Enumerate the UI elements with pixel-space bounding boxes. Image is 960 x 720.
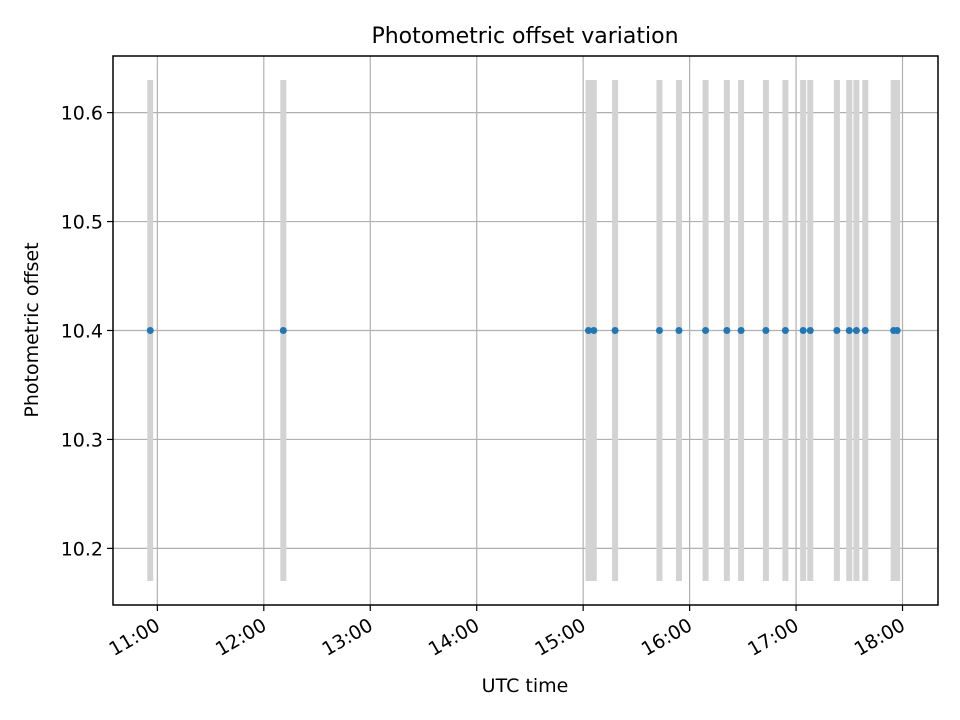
y-tick-label: 10.6 <box>61 103 103 125</box>
x-tick-label: 15:00 <box>531 614 589 660</box>
x-tick-label: 14:00 <box>425 614 483 660</box>
data-point <box>584 327 592 334</box>
y-tick-label: 10.2 <box>61 538 103 560</box>
data-point <box>655 327 663 334</box>
y-tick-label: 10.4 <box>61 321 103 343</box>
data-point <box>845 327 853 334</box>
x-tick-label: 17:00 <box>744 614 802 660</box>
data-point-layer <box>146 327 901 334</box>
data-point <box>611 327 619 334</box>
data-point <box>852 327 860 334</box>
data-point <box>806 327 814 334</box>
data-point <box>675 327 683 334</box>
data-point <box>737 327 745 334</box>
grid-layer <box>113 56 938 605</box>
x-tick-label: 18:00 <box>851 614 909 660</box>
x-tick-label: 13:00 <box>318 614 376 660</box>
y-tick-label: 10.3 <box>61 429 103 451</box>
x-axis-label: UTC time <box>482 675 569 697</box>
data-point <box>279 327 287 334</box>
y-tick-label: 10.5 <box>61 212 103 234</box>
data-point <box>146 327 154 334</box>
y-axis-label: Photometric offset <box>21 242 43 417</box>
data-point <box>702 327 710 334</box>
x-tick-label: 11:00 <box>105 614 163 660</box>
data-point <box>781 327 789 334</box>
x-axis-ticks: 11:00 12:00 13:00 14:00 15:00 16:00 17:00 18:00 <box>105 605 909 661</box>
x-tick-label: 16:00 <box>638 614 696 660</box>
chart-title: Photometric offset variation <box>371 24 678 49</box>
data-point <box>893 327 901 334</box>
y-axis-ticks: 10.2 10.3 10.4 10.5 10.6 <box>61 103 113 560</box>
data-point <box>861 327 869 334</box>
data-point <box>762 327 770 334</box>
data-point <box>833 327 841 334</box>
x-tick-label: 12:00 <box>212 614 270 660</box>
data-point <box>723 327 731 334</box>
data-point <box>799 327 807 334</box>
data-point <box>590 327 598 334</box>
